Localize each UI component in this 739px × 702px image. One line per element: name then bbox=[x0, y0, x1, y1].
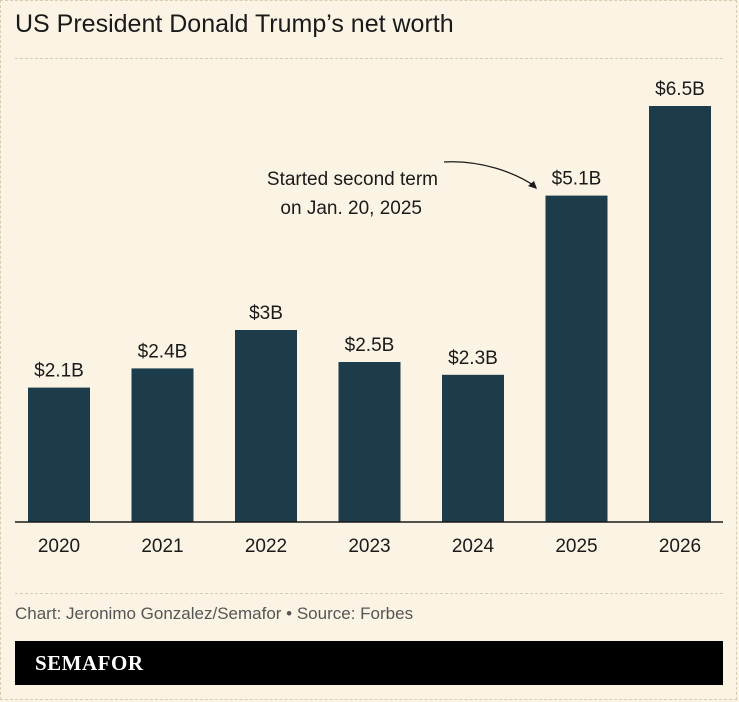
bar-2025 bbox=[545, 195, 608, 522]
bar-2022 bbox=[235, 330, 297, 522]
bar-2020 bbox=[28, 387, 90, 522]
value-labels-group: $2.1B $2.4B $3B $2.5B $2.3B $5.1B $6.5B bbox=[34, 79, 705, 382]
semafor-logo: SEMAFOR bbox=[35, 651, 144, 675]
value-label-2023: $2.5B bbox=[345, 335, 395, 356]
value-label-2024: $2.3B bbox=[448, 348, 498, 369]
bars-group bbox=[28, 106, 711, 522]
bar-chart: $2.1B$2.4B$3B$2.5B$2.3B$5.1B$6.5B 2020 20… bbox=[15, 79, 723, 557]
bar-2024 bbox=[442, 374, 504, 522]
annotation-line-2: on Jan. 20, 2025 bbox=[280, 198, 422, 219]
x-tick-2021: 2021 bbox=[141, 536, 183, 557]
annotation-line-1: Started second term bbox=[267, 169, 438, 190]
value-label-2026: $6.5B bbox=[655, 79, 705, 100]
top-divider bbox=[15, 58, 723, 59]
x-tick-2025: 2025 bbox=[555, 536, 597, 557]
value-label-2021: $2.4B bbox=[138, 341, 188, 362]
annotation-arrow bbox=[443, 161, 537, 188]
x-tick-2022: 2022 bbox=[245, 536, 287, 557]
bar-2021 bbox=[131, 368, 194, 522]
value-label-2025: $5.1B bbox=[552, 169, 602, 190]
value-label-2020: $2.1B bbox=[34, 361, 84, 382]
bar-2026 bbox=[649, 106, 711, 522]
value-label-2022: $3B bbox=[249, 303, 283, 324]
chart-credit: Chart: Jeronimo Gonzalez/Semafor • Sourc… bbox=[15, 604, 414, 623]
x-tick-2024: 2024 bbox=[452, 536, 495, 557]
bottom-divider bbox=[15, 593, 723, 594]
brand-bar: SEMAFOR bbox=[15, 641, 723, 685]
x-tick-2023: 2023 bbox=[348, 536, 390, 557]
bar-2023 bbox=[338, 362, 401, 522]
x-tick-2020: 2020 bbox=[38, 536, 80, 557]
x-tick-labels-group: 2020 2021 2022 2023 2024 2025 2026 bbox=[38, 536, 701, 557]
x-tick-2026: 2026 bbox=[659, 536, 701, 557]
chart-title: US President Donald Trump’s net worth bbox=[15, 10, 454, 38]
annotation-arrowhead bbox=[528, 181, 537, 189]
